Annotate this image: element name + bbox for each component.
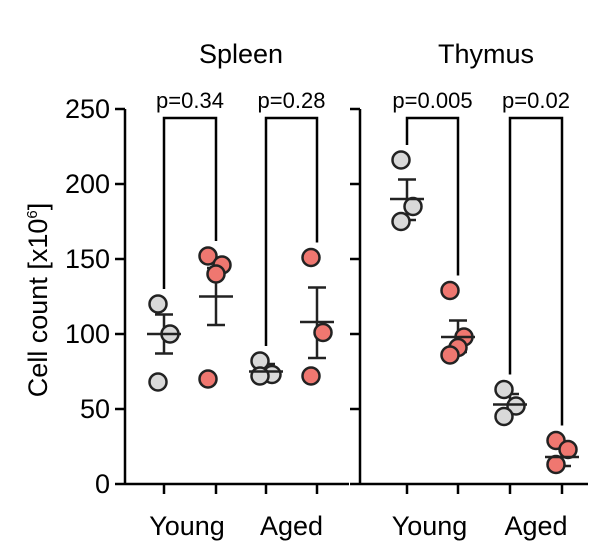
data-point [494,406,514,427]
data-point [301,366,321,386]
x-axis [360,482,588,494]
p-value-young: p=0.34 [156,88,224,113]
data-point [440,345,460,365]
marks [147,116,334,392]
data-point [494,379,514,400]
data-point [546,454,566,475]
data-point [198,246,218,266]
data-point [391,211,411,232]
data-point [148,294,168,314]
data-point [198,369,218,389]
marks [390,116,579,475]
y-tick-label: 250 [65,94,110,124]
data-point [313,322,333,343]
p-value-young: p=0.005 [392,88,472,113]
data-point [206,264,226,284]
p-value-aged: p=0.28 [258,88,326,113]
x-group-label-young: Young [392,511,468,541]
y-axis-label-superscript: 6 [24,210,41,218]
x-group-label-aged: Aged [504,511,567,541]
data-point [391,150,411,170]
data-point [506,396,526,416]
significance-bracket [264,116,319,346]
y-axis [115,107,127,486]
data-point [301,247,321,268]
significance-bracket [405,116,460,276]
panel-title: Spleen [199,39,283,69]
panel-title: Thymus [438,39,534,69]
panel-thymus: Thymus Young Aged p=0.005 p=0.02 [350,39,588,541]
y-axis-label-close: ] [23,203,53,211]
p-value-aged: p=0.02 [502,88,570,113]
data-point [403,196,423,217]
data-point [440,280,460,301]
x-group-label-young: Young [149,511,225,541]
y-axis-label: Cell count [x106] [23,203,53,397]
data-point [148,372,168,392]
x-axis [125,482,349,494]
y-tick-label: 150 [65,244,110,274]
y-tick-labels: 0 50 100 150 200 250 [65,94,110,499]
y-tick-label: 100 [65,319,110,349]
data-point [558,439,578,460]
y-axis-label-text: Cell count [x10 [23,219,53,398]
y-tick-label: 200 [65,169,110,199]
y-tick-label: 0 [95,469,110,499]
y-axis [350,107,362,486]
data-point [250,366,270,386]
significance-bracket [508,116,564,426]
x-group-label-aged: Aged [260,511,323,541]
y-tick-label: 50 [80,394,110,424]
significance-bracket [162,116,218,289]
panel-spleen: Spleen Young Aged p=0.34 p=0.28 [115,39,349,541]
